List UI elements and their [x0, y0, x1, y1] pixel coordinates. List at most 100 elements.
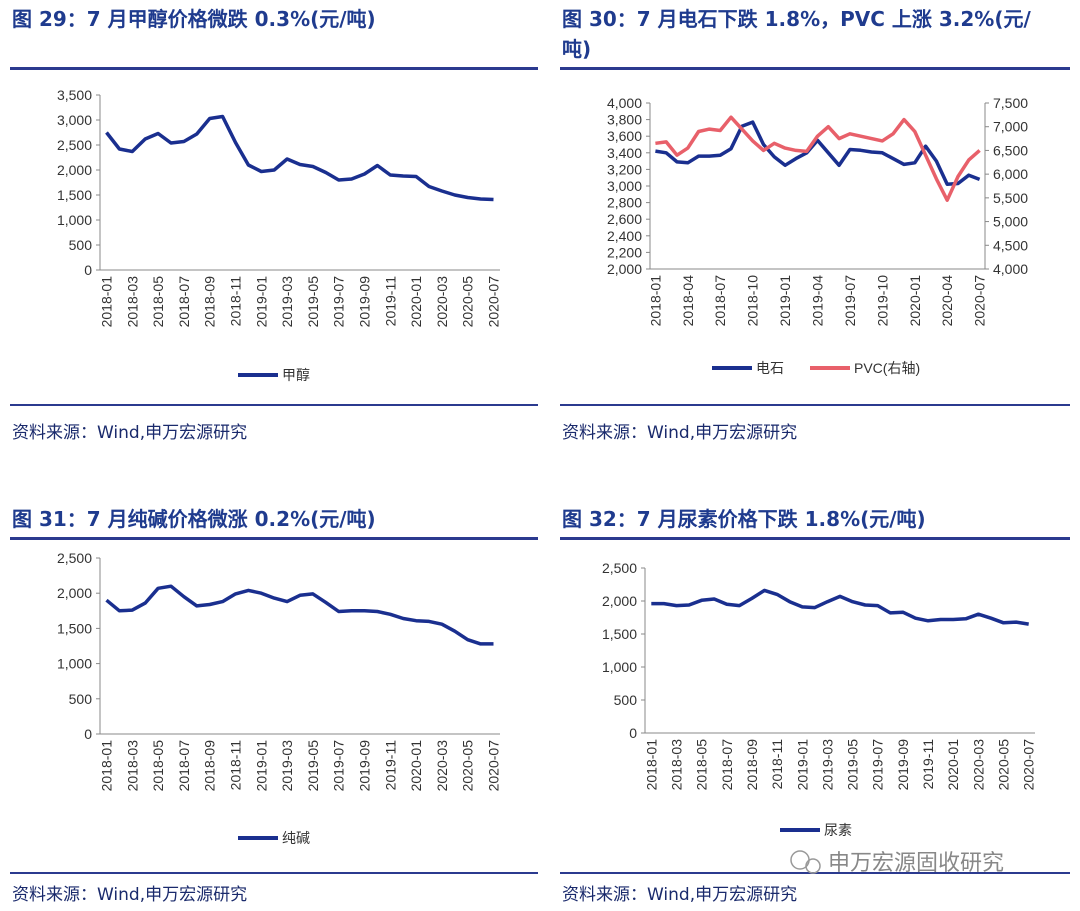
x-tick-label: 2019-07 — [870, 739, 886, 791]
x-tick-label: 2019-03 — [279, 276, 295, 328]
x-tick-label: 2019-11 — [382, 276, 398, 327]
y-tick-label: 0 — [84, 726, 92, 742]
x-tick-label: 2020-04 — [939, 275, 955, 327]
x-tick-label: 2020-01 — [907, 275, 923, 327]
x-tick-label: 2019-01 — [253, 740, 269, 792]
x-tick-label: 2018-01 — [98, 740, 114, 792]
y-tick-label: 500 — [69, 691, 93, 707]
rule — [10, 404, 538, 406]
x-tick-label: 2020-05 — [460, 276, 476, 328]
x-tick-label: 2020-07 — [486, 276, 502, 328]
x-tick-label: 2019-07 — [331, 740, 347, 792]
series-line — [105, 114, 494, 202]
y-tick-label: 3,000 — [57, 112, 92, 128]
x-tick-label: 2019-03 — [819, 739, 835, 791]
watermark: 申万宏源固收研究 — [828, 850, 1004, 875]
chart-title: 图 29：7 月甲醇价格微跌 0.3%(元/吨) — [12, 7, 376, 31]
x-tick-label: 2019-09 — [357, 276, 373, 328]
y2-tick-label: 7,500 — [993, 95, 1028, 111]
x-tick-label: 2019-05 — [305, 276, 321, 328]
y-tick-label: 500 — [614, 692, 638, 708]
rule — [560, 404, 1070, 406]
x-tick-label: 2020-01 — [945, 739, 961, 791]
y2-tick-label: 4,000 — [993, 261, 1028, 277]
y-tick-label: 3,000 — [607, 178, 642, 194]
legend-label: 纯碱 — [282, 830, 310, 846]
series-line — [655, 115, 981, 202]
y-tick-label: 1,500 — [602, 626, 637, 642]
x-tick-label: 2018-01 — [647, 275, 663, 327]
x-tick-label: 2019-11 — [920, 739, 936, 790]
y-tick-label: 2,800 — [607, 195, 642, 211]
y-tick-label: 3,800 — [607, 112, 642, 128]
x-tick-label: 2018-11 — [227, 276, 243, 327]
y-tick-label: 2,000 — [607, 261, 642, 277]
x-tick-label: 2020-07 — [972, 275, 988, 327]
x-tick-label: 2019-07 — [842, 275, 858, 327]
x-tick-label: 2019-11 — [382, 740, 398, 791]
y-tick-label: 2,500 — [602, 560, 637, 576]
y-tick-label: 0 — [84, 262, 92, 278]
y2-tick-label: 5,500 — [993, 190, 1028, 206]
rule — [10, 67, 538, 70]
y-tick-label: 1,000 — [57, 656, 92, 672]
x-tick-label: 2018-03 — [124, 740, 140, 792]
series-line — [655, 120, 981, 187]
x-tick-label: 2019-09 — [895, 739, 911, 791]
rule — [10, 872, 538, 874]
chart-title: 图 30：7 月电石下跌 1.8%，PVC 上涨 3.2%(元/吨) — [562, 7, 1031, 61]
x-tick-label: 2018-07 — [712, 275, 728, 327]
x-tick-label: 2018-05 — [694, 739, 710, 791]
x-tick-label: 2019-09 — [357, 740, 373, 792]
y-tick-label: 3,200 — [607, 161, 642, 177]
y-tick-label: 2,400 — [607, 228, 642, 244]
source: 资料来源：Wind,申万宏源研究 — [12, 885, 248, 905]
y-tick-label: 2,500 — [57, 137, 92, 153]
series-line — [105, 584, 494, 646]
chart-title: 图 31：7 月纯碱价格微涨 0.2%(元/吨) — [12, 507, 376, 531]
x-tick-label: 2019-07 — [331, 276, 347, 328]
y2-tick-label: 6,500 — [993, 142, 1028, 158]
x-tick-label: 2020-03 — [970, 739, 986, 791]
y-tick-label: 2,500 — [57, 550, 92, 566]
x-tick-label: 2020-03 — [434, 740, 450, 792]
x-tick-label: 2018-07 — [176, 740, 192, 792]
rule — [560, 67, 1070, 70]
x-tick-label: 2019-01 — [794, 739, 810, 791]
x-tick-label: 2018-07 — [176, 276, 192, 328]
x-tick-label: 2018-11 — [227, 740, 243, 791]
y-tick-label: 500 — [69, 237, 93, 253]
y2-tick-label: 6,000 — [993, 166, 1028, 182]
x-tick-label: 2018-01 — [643, 739, 659, 791]
x-tick-label: 2019-01 — [253, 276, 269, 328]
y-tick-label: 1,500 — [57, 620, 92, 636]
x-tick-label: 2018-04 — [680, 275, 696, 327]
rule — [10, 537, 538, 540]
y-tick-label: 1,500 — [57, 187, 92, 203]
x-tick-label: 2018-09 — [202, 276, 218, 328]
y-tick-label: 2,000 — [57, 585, 92, 601]
x-tick-label: 2020-05 — [460, 740, 476, 792]
x-tick-label: 2018-05 — [150, 276, 166, 328]
x-tick-label: 2020-01 — [408, 740, 424, 792]
legend-label: 甲醇 — [282, 367, 310, 383]
series-line — [651, 588, 1029, 626]
x-tick-label: 2018-09 — [744, 739, 760, 791]
y-tick-label: 1,000 — [57, 212, 92, 228]
x-tick-label: 2018-01 — [98, 276, 114, 328]
x-tick-label: 2019-01 — [777, 275, 793, 327]
y-tick-label: 2,200 — [607, 244, 642, 260]
x-tick-label: 2020-01 — [408, 276, 424, 328]
y2-tick-label: 4,500 — [993, 237, 1028, 253]
x-tick-label: 2018-10 — [745, 275, 761, 327]
x-tick-label: 2018-03 — [124, 276, 140, 328]
x-tick-label: 2019-03 — [279, 740, 295, 792]
y-tick-label: 4,000 — [607, 95, 642, 111]
y-tick-label: 3,400 — [607, 145, 642, 161]
x-tick-label: 2019-05 — [305, 740, 321, 792]
x-tick-label: 2018-05 — [150, 740, 166, 792]
source: 资料来源：Wind,申万宏源研究 — [562, 885, 798, 905]
watermark-icon — [790, 850, 821, 874]
